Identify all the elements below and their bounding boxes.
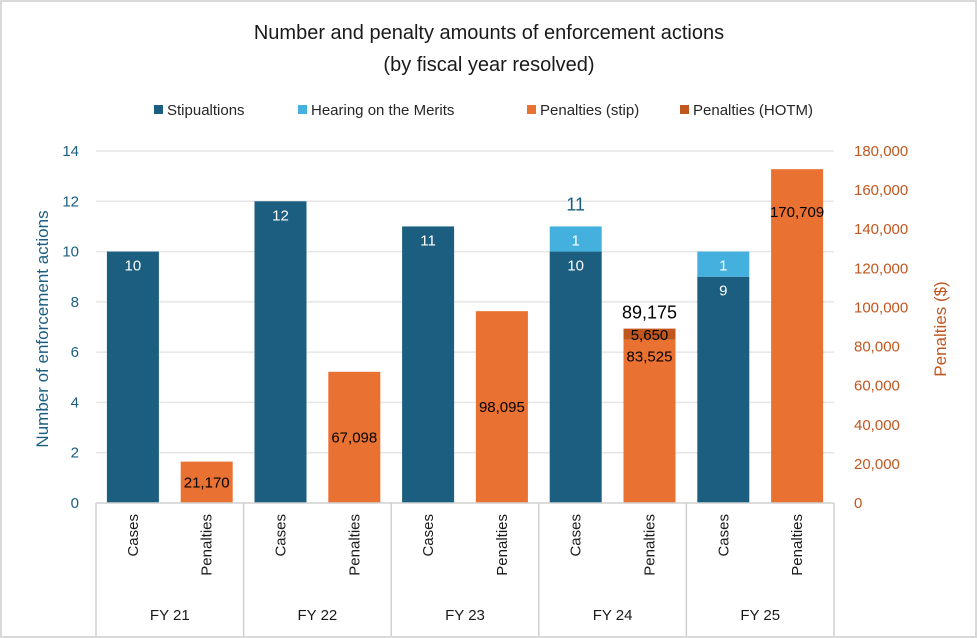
legend-swatch: [527, 105, 536, 114]
legend-swatch: [298, 105, 307, 114]
legend-label: Penalties (stip): [540, 102, 639, 119]
left-tick-label: 2: [71, 445, 79, 462]
legend-swatch: [154, 105, 163, 114]
category-label: Cases: [715, 514, 732, 557]
left-tick-label: 12: [62, 193, 79, 210]
bars: [106, 169, 824, 504]
right-tick-label: 120,000: [854, 260, 908, 277]
bar-stipualtions: [402, 226, 455, 503]
right-tick-label: 40,000: [854, 417, 900, 434]
total-label: 170,709: [770, 204, 824, 221]
right-tick-label: 100,000: [854, 299, 908, 316]
right-tick-label: 180,000: [854, 143, 908, 160]
chart-title: Number and penalty amounts of enforcemen…: [254, 22, 724, 44]
bar-penalties-hotm-: [771, 169, 824, 503]
group-label: FY 21: [150, 607, 190, 624]
group-label: FY 25: [740, 607, 780, 624]
legend-label: Penalties (HOTM): [693, 102, 813, 119]
legend-label: Stipualtions: [167, 102, 245, 119]
data-label: 98,095: [479, 399, 525, 416]
axes: 0 2 4 6 8 10 12 14 0 20,000 40,000 60,000 80,000 100,…: [62, 143, 908, 636]
data-labels: 1021,1701267,0981198,0951011183,5255,650…: [125, 194, 825, 491]
chart-subtitle: (by fiscal year resolved): [383, 54, 594, 76]
legend-label: Hearing on the Merits: [311, 102, 454, 119]
group-label: FY 24: [593, 607, 633, 624]
total-label: 11: [566, 194, 585, 214]
left-tick-label: 6: [71, 344, 79, 361]
left-tick-label: 0: [71, 495, 79, 512]
right-axis-title: Penalties ($): [931, 281, 950, 376]
left-tick-label: 10: [62, 244, 79, 261]
data-label: 1: [719, 258, 727, 275]
category-label: Cases: [568, 514, 585, 557]
category-label: Cases: [125, 514, 142, 557]
legend: Stipualtions Hearing on the Merits Penalti…: [154, 102, 813, 119]
bar-hearing-on-the-merits: [549, 226, 602, 252]
bar-penalties-stip-: [180, 461, 233, 503]
bar-stipualtions: [254, 201, 307, 504]
data-label: 10: [125, 258, 142, 275]
left-tick-label: 14: [62, 143, 79, 160]
left-tick-label: 4: [71, 394, 79, 411]
right-tick-label: 60,000: [854, 378, 900, 395]
group-label: FY 22: [298, 607, 338, 624]
gridlines: [96, 150, 834, 454]
category-label: Penalties: [789, 514, 806, 576]
data-label: 11: [420, 232, 436, 249]
bar-stipualtions: [106, 251, 159, 503]
category-label: Cases: [420, 514, 437, 557]
legend-swatch: [680, 105, 689, 114]
data-label: 12: [272, 207, 289, 224]
right-tick-label: 160,000: [854, 182, 908, 199]
data-label: 21,170: [184, 474, 230, 491]
data-label: 67,098: [331, 429, 377, 446]
data-label: 5,650: [631, 327, 669, 344]
category-label: Penalties: [642, 514, 659, 576]
group-label: FY 23: [445, 607, 485, 624]
bar-penalties-stip-: [328, 371, 381, 503]
data-label: 83,525: [627, 349, 673, 366]
right-tick-label: 80,000: [854, 339, 900, 356]
category-label: Penalties: [199, 514, 216, 576]
data-label: 1: [572, 232, 580, 249]
category-label: Cases: [273, 514, 290, 557]
bar-hearing-on-the-merits: [697, 251, 750, 277]
right-tick-label: 20,000: [854, 456, 900, 473]
left-axis-title: Number of enforcement actions: [33, 210, 52, 447]
right-tick-label: 0: [854, 495, 862, 512]
bar-stipualtions: [697, 276, 750, 503]
total-label: 89,175: [622, 303, 677, 323]
category-label: Penalties: [494, 514, 511, 576]
bar-stipualtions: [549, 251, 602, 503]
bar-penalties-stip-: [623, 339, 676, 503]
category-label: Penalties: [346, 514, 363, 576]
right-tick-label: 140,000: [854, 221, 908, 238]
data-label: 9: [719, 283, 727, 300]
left-tick-label: 8: [71, 294, 79, 311]
bar-penalties-stip-: [475, 311, 528, 503]
data-label: 10: [567, 258, 584, 275]
bar-penalties-hotm-: [623, 328, 676, 340]
